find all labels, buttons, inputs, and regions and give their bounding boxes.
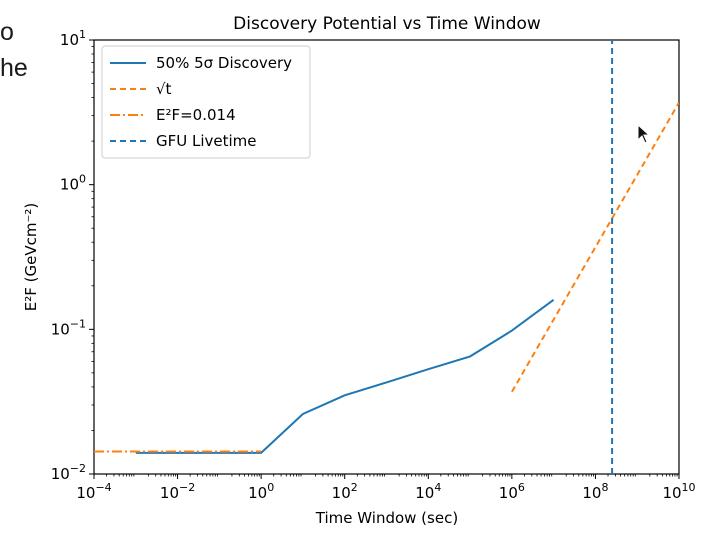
y-tick-label: 10−2 (51, 462, 86, 483)
chart-title: Discovery Potential vs Time Window (233, 14, 541, 34)
plot-frame (93, 39, 680, 475)
legend: 50% 5σ Discovery √t E²F=0.014 GFU Livetime (101, 45, 311, 159)
x-tick-label: 108 (582, 481, 608, 502)
series-line-0 (135, 298, 555, 454)
side-text-line-2: he (0, 54, 28, 82)
y-tick-label: 100 (60, 173, 86, 194)
x-tick-label: 10−4 (76, 481, 111, 502)
y-tick-label: 101 (60, 28, 86, 49)
legend-label: GFU Livetime (156, 132, 257, 150)
x-tick-label: 106 (499, 481, 525, 502)
legend-box (101, 45, 311, 159)
x-tick-label: 104 (415, 481, 441, 502)
legend-label: E²F=0.014 (156, 106, 236, 124)
x-tick-label: 102 (332, 481, 358, 502)
y-axis-label: E²F (GeVcm⁻²) (22, 203, 40, 312)
y-tick-label: 10−1 (51, 317, 86, 338)
legend-label: 50% 5σ Discovery (156, 54, 292, 72)
mouse-cursor-icon (637, 124, 651, 144)
x-tick-label: 100 (248, 481, 274, 502)
x-tick-label: 10−2 (160, 481, 195, 502)
x-axis-label: Time Window (sec) (315, 509, 458, 527)
x-tick-label: 1010 (662, 481, 695, 502)
legend-label: √t (156, 80, 172, 98)
series-line-1 (511, 101, 679, 393)
side-text-line-1: o (0, 18, 14, 46)
